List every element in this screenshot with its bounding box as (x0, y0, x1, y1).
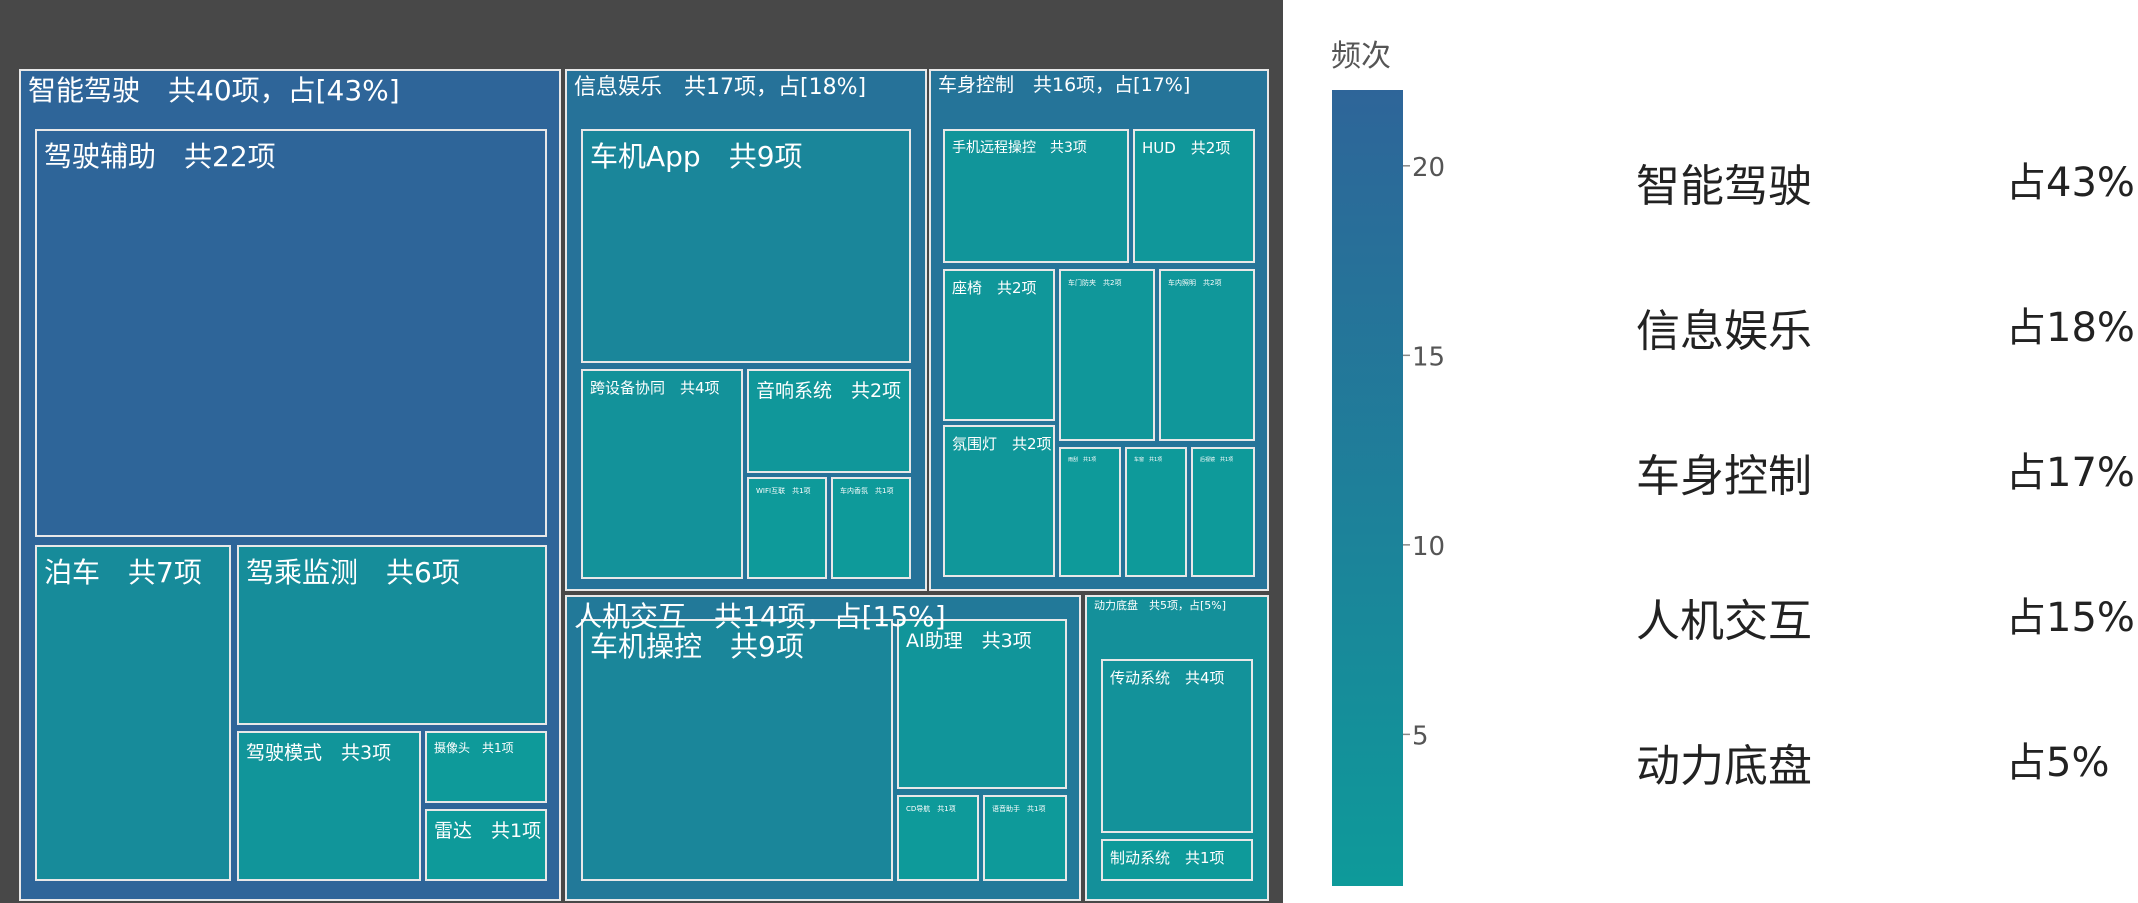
colorbar-tick-label: 10 (1412, 532, 1445, 562)
treemap-cell-yyzl[interactable] (983, 795, 1067, 881)
treemap-cell-label: 雨刮 共1项 (1068, 456, 1096, 463)
treemap-cell-label: CD导航 共1项 (906, 804, 956, 813)
category-name: 信息娱乐 (1636, 306, 1812, 357)
treemap-cell-label: 车内香氛 共1项 (840, 486, 893, 495)
category-name: 人机交互 (1636, 596, 1812, 647)
treemap-cell-label: AI助理 共3项 (906, 630, 1032, 652)
treemap-cell-zdxt[interactable] (1101, 839, 1253, 881)
treemap-cell-hud[interactable] (1133, 129, 1255, 263)
treemap-cell-wifi[interactable] (747, 477, 827, 579)
treemap-cell-label: 驾驶模式 共3项 (246, 742, 391, 764)
treemap-group-label: 信息娱乐 共17项，占[18%] (574, 75, 866, 100)
treemap-cell-label: 制动系统 共1项 (1110, 849, 1225, 867)
treemap-cell-label: 氛围灯 共2项 (952, 435, 1052, 453)
treemap-cell-cnxg[interactable] (831, 477, 911, 579)
category-share: 占17% (2006, 450, 2135, 496)
treemap-group-label: 车身控制 共16项，占[17%] (938, 74, 1190, 96)
treemap-cell-cjck[interactable] (581, 619, 893, 881)
treemap-cell-label: 驾乘监测 共6项 (246, 556, 460, 589)
treemap-cell-ai[interactable] (897, 619, 1067, 789)
treemap-cell-label: 音响系统 共2项 (756, 380, 901, 402)
treemap-cell-sxt[interactable] (425, 731, 547, 803)
treemap-cell-label: HUD 共2项 (1142, 139, 1230, 157)
treemap-cell-yxxt[interactable] (747, 369, 911, 473)
treemap-cell-s7[interactable] (1059, 447, 1121, 577)
treemap-cell-cnzm[interactable] (1159, 269, 1255, 441)
treemap-group-label: 人机交互 共14项，占[15%] (574, 600, 946, 633)
treemap-group-label: 智能驾驶 共40项，占[43%] (28, 74, 400, 107)
colorbar-tick-label: 15 (1412, 342, 1445, 372)
treemap-cell-label: 驾驶辅助 共22项 (44, 140, 276, 173)
treemap-cell-bc[interactable] (35, 545, 231, 881)
colorbar-gradient (1332, 90, 1403, 886)
treemap-cell-s9[interactable] (1191, 447, 1255, 577)
treemap-cell-ld[interactable] (425, 809, 547, 881)
category-share: 占43% (2006, 160, 2135, 206)
colorbar-tick-label: 5 (1412, 721, 1429, 751)
treemap-group-label: 动力底盘 共5项，占[5%] (1094, 598, 1226, 612)
treemap-cell-label: WIFI互联 共1项 (756, 486, 811, 495)
treemap-cell-cdb[interactable] (897, 795, 979, 881)
treemap-cell-label: 雷达 共1项 (434, 820, 541, 842)
treemap-cell-jcjc[interactable] (237, 545, 547, 725)
treemap-cell-sjyc[interactable] (943, 129, 1129, 263)
treemap-cell-cjapp[interactable] (581, 129, 911, 363)
colorbar-tick-label: 20 (1412, 153, 1445, 183)
category-share: 占5% (2006, 740, 2110, 786)
treemap-cell-jsfz[interactable] (35, 129, 547, 537)
category-share: 占18% (2006, 305, 2135, 351)
treemap-cell-label: 车机App 共9项 (590, 140, 803, 173)
treemap-cell-label: 手机远程操控 共3项 (952, 140, 1087, 156)
treemap-cell-label: 车门防夹 共2项 (1068, 278, 1121, 287)
category-share: 占15% (2006, 595, 2135, 641)
treemap-cell-s8[interactable] (1125, 447, 1187, 577)
treemap-cell-label: 语音助手 共1项 (992, 804, 1045, 813)
treemap-cell-label: 车窗 共1项 (1134, 456, 1162, 463)
treemap-cell-label: 摄像头 共1项 (434, 740, 514, 755)
category-name: 智能驾驶 (1636, 161, 1812, 212)
treemap-cell-jsms[interactable] (237, 731, 421, 881)
category-name: 动力底盘 (1636, 741, 1812, 792)
colorbar-title: 频次 (1331, 39, 1391, 74)
treemap-cell-label: 后视镜 共1项 (1200, 456, 1233, 463)
treemap-cell-label: 跨设备协同 共4项 (590, 379, 720, 397)
treemap-cell-cdxt[interactable] (1101, 659, 1253, 833)
treemap-cell-label: 车内照明 共2项 (1168, 278, 1221, 287)
treemap-cell-cmfk[interactable] (1059, 269, 1155, 441)
category-name: 车身控制 (1636, 451, 1812, 502)
treemap-cell-label: 泊车 共7项 (44, 556, 202, 589)
treemap-cell-label: 座椅 共2项 (952, 279, 1037, 297)
treemap-cell-ksbxt[interactable] (581, 369, 743, 579)
treemap-cell-label: 传动系统 共4项 (1110, 669, 1225, 687)
treemap-cell-zy[interactable] (943, 269, 1055, 421)
treemap-cell-fwd[interactable] (943, 425, 1055, 577)
treemap-cell-label: 车机操控 共9项 (590, 630, 804, 663)
